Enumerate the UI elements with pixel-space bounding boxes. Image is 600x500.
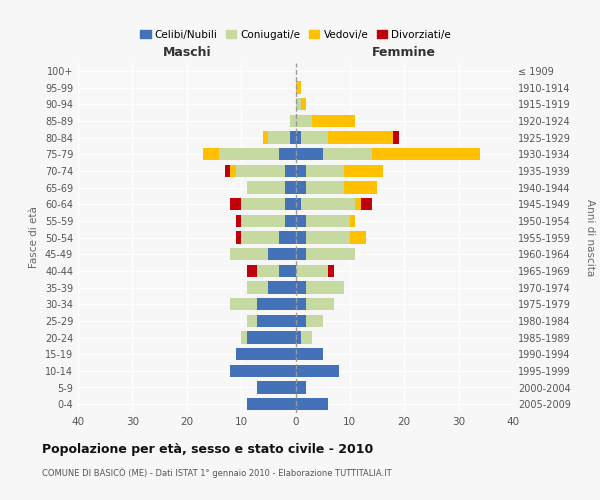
Text: Maschi: Maschi [163,46,211,59]
Bar [241,331,247,344]
Bar [371,148,481,160]
Y-axis label: Fasce di età: Fasce di età [29,206,39,268]
Bar [344,164,383,177]
Bar [296,381,307,394]
Bar [296,214,307,227]
Bar [350,231,366,244]
Bar [236,164,284,177]
Bar [236,231,241,244]
Bar [307,248,355,260]
Bar [296,298,307,310]
Bar [296,148,323,160]
Bar [263,131,268,144]
Legend: Celibi/Nubili, Coniugati/e, Vedovi/e, Divorziati/e: Celibi/Nubili, Coniugati/e, Vedovi/e, Di… [136,26,455,44]
Bar [241,214,284,227]
Bar [268,248,296,260]
Bar [236,348,296,360]
Bar [247,398,296,410]
Bar [290,131,296,144]
Bar [230,164,236,177]
Bar [279,231,296,244]
Bar [394,131,399,144]
Bar [284,198,296,210]
Bar [220,148,279,160]
Bar [257,381,296,394]
Bar [307,164,344,177]
Bar [257,298,296,310]
Bar [296,314,307,327]
Bar [307,181,344,194]
Bar [203,148,220,160]
Bar [296,231,307,244]
Bar [241,198,284,210]
Bar [247,314,257,327]
Bar [268,131,290,144]
Bar [296,114,312,127]
Bar [284,164,296,177]
Bar [225,164,230,177]
Bar [296,181,307,194]
Bar [307,314,323,327]
Bar [312,114,355,127]
Bar [290,114,296,127]
Bar [241,231,279,244]
Bar [236,214,241,227]
Bar [361,198,371,210]
Bar [279,264,296,277]
Bar [328,264,334,277]
Bar [257,314,296,327]
Bar [296,164,307,177]
Bar [296,331,301,344]
Bar [284,214,296,227]
Text: Femmine: Femmine [372,46,436,59]
Bar [307,214,350,227]
Text: COMUNE DI BASICÒ (ME) - Dati ISTAT 1° gennaio 2010 - Elaborazione TUTTITALIA.IT: COMUNE DI BASICÒ (ME) - Dati ISTAT 1° ge… [42,468,392,478]
Bar [247,331,296,344]
Bar [296,264,328,277]
Bar [296,348,323,360]
Bar [247,264,257,277]
Bar [328,131,394,144]
Bar [301,198,355,210]
Bar [268,281,296,293]
Bar [296,281,307,293]
Bar [296,398,328,410]
Bar [257,264,279,277]
Bar [230,198,241,210]
Bar [296,198,301,210]
Bar [279,148,296,160]
Bar [323,148,371,160]
Bar [350,214,355,227]
Bar [296,131,301,144]
Bar [301,131,328,144]
Bar [355,198,361,210]
Bar [301,331,312,344]
Bar [247,281,268,293]
Bar [230,298,257,310]
Bar [296,98,301,110]
Bar [307,231,350,244]
Bar [230,248,268,260]
Text: Popolazione per età, sesso e stato civile - 2010: Popolazione per età, sesso e stato civil… [42,442,373,456]
Bar [284,181,296,194]
Bar [307,298,334,310]
Bar [301,98,307,110]
Bar [296,364,339,377]
Bar [307,281,344,293]
Bar [344,181,377,194]
Bar [230,364,296,377]
Bar [296,81,301,94]
Bar [247,181,284,194]
Y-axis label: Anni di nascita: Anni di nascita [584,199,595,276]
Bar [296,248,307,260]
